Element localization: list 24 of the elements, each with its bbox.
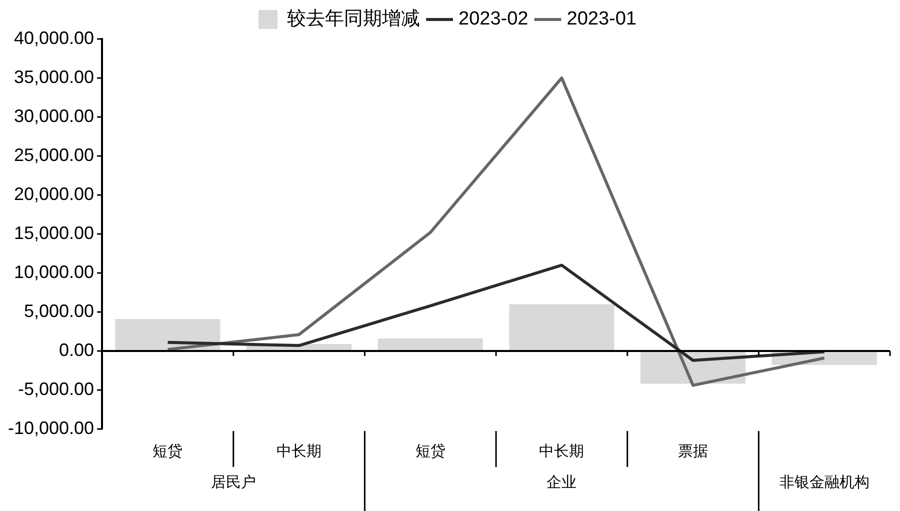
y-tick-label: 25,000.00 — [14, 144, 94, 165]
y-tick-label: 30,000.00 — [14, 106, 94, 126]
y-tick-label: 15,000.00 — [14, 222, 94, 243]
text: 非银金融机构 — [779, 474, 870, 492]
legend-label: 2023-01 — [566, 8, 636, 30]
y-tick-label: -10,000.00 — [8, 418, 94, 438]
y-tick-label: 5,000.00 — [24, 300, 94, 321]
x-tick-label: 中长期 — [539, 443, 584, 460]
x-tick-label: 票据 — [678, 443, 708, 460]
y-tick-label: 35,000.00 — [14, 66, 94, 87]
bar — [378, 338, 483, 351]
y-tick-label: 20,000.00 — [14, 184, 94, 204]
y-tick-label: 0.00 — [59, 340, 94, 360]
text: 居民户 — [210, 474, 256, 492]
x-tick-label: 中长期 — [276, 443, 322, 460]
x-tick-label: 短贷 — [415, 443, 446, 460]
x-tick-label: 短贷 — [152, 443, 183, 460]
legend-label: 2023-02 — [458, 8, 528, 30]
text: 企业 — [546, 474, 577, 492]
bar — [509, 304, 614, 351]
legend-label: 较去年同期增减 — [287, 8, 420, 30]
y-tick-label: 40,000.00 — [14, 28, 94, 48]
y-tick-label: 10,000.00 — [14, 262, 94, 282]
y-tick-label: -5,000.00 — [18, 378, 94, 399]
